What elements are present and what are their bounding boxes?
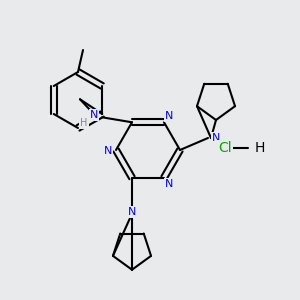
Text: N: N xyxy=(165,179,173,189)
Text: N: N xyxy=(104,146,112,156)
Text: H: H xyxy=(255,141,266,155)
Text: H: H xyxy=(80,118,88,128)
Text: N: N xyxy=(212,133,220,143)
Text: N: N xyxy=(128,207,136,217)
Text: N: N xyxy=(165,111,173,121)
Text: Cl: Cl xyxy=(218,141,232,155)
Text: N: N xyxy=(90,110,98,120)
